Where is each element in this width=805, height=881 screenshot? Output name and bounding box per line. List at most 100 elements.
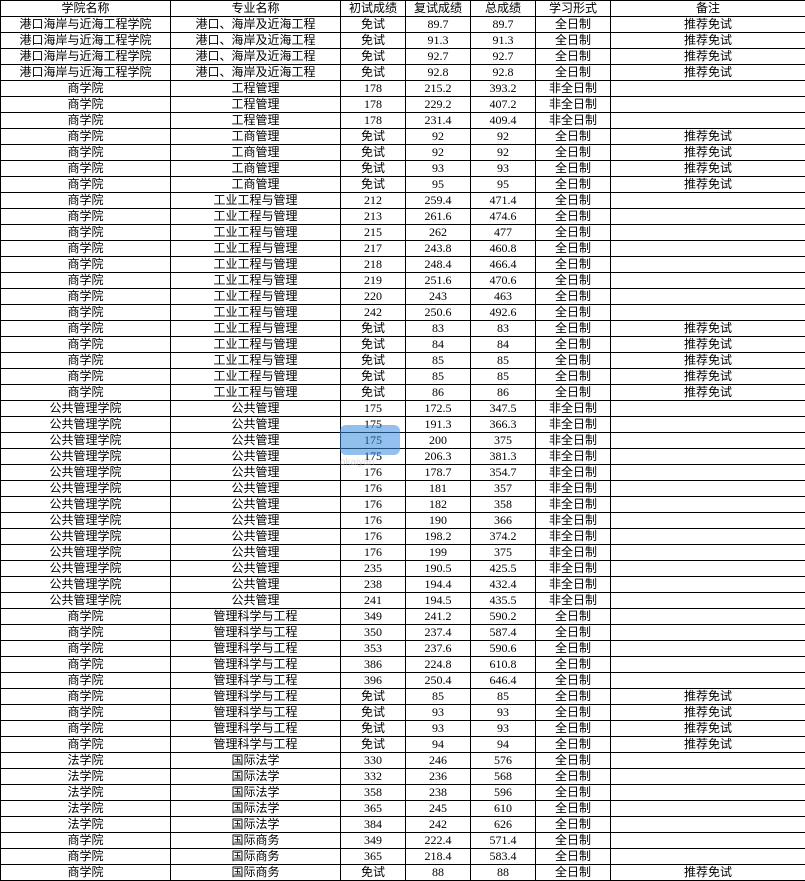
table-row: 港口海岸与近海工程学院港口、海岸及近海工程免试89.789.7全日制推荐免试	[1, 17, 805, 33]
table-cell: 全日制	[536, 753, 611, 769]
table-cell: 国际法学	[171, 785, 341, 801]
table-cell	[611, 305, 805, 321]
table-cell: 250.4	[406, 673, 471, 689]
table-cell: 全日制	[536, 609, 611, 625]
table-cell: 工业工程与管理	[171, 193, 341, 209]
table-cell: 172.5	[406, 401, 471, 417]
table-cell: 330	[341, 753, 406, 769]
table-cell: 公共管理	[171, 401, 341, 417]
table-cell: 91.3	[471, 33, 536, 49]
table-row: 商学院工业工程与管理免试8383全日制推荐免试	[1, 321, 805, 337]
table-cell: 法学院	[1, 817, 171, 833]
table-cell	[611, 817, 805, 833]
table-cell: 224.8	[406, 657, 471, 673]
table-cell: 商学院	[1, 193, 171, 209]
table-row: 公共管理学院公共管理175200375非全日制	[1, 433, 805, 449]
table-cell: 全日制	[536, 65, 611, 81]
table-row: 商学院工业工程与管理217243.8460.8全日制	[1, 241, 805, 257]
table-cell: 89.7	[471, 17, 536, 33]
table-header-row: 学院名称 专业名称 初试成绩 复试成绩 总成绩 学习形式 备注	[1, 1, 805, 17]
table-cell: 全日制	[536, 641, 611, 657]
table-cell: 国际法学	[171, 753, 341, 769]
table-cell	[611, 209, 805, 225]
table-cell: 推荐免试	[611, 65, 805, 81]
table-cell: 公共管理学院	[1, 497, 171, 513]
table-cell: 公共管理	[171, 465, 341, 481]
table-cell: 非全日制	[536, 449, 611, 465]
table-cell: 85	[406, 689, 471, 705]
table-cell	[611, 113, 805, 129]
table-cell: 国际商务	[171, 865, 341, 881]
table-cell: 86	[406, 385, 471, 401]
table-cell: 公共管理学院	[1, 417, 171, 433]
table-cell	[611, 81, 805, 97]
table-cell: 公共管理学院	[1, 593, 171, 609]
table-row: 商学院工业工程与管理免试8585全日制推荐免试	[1, 369, 805, 385]
table-row: 公共管理学院公共管理176198.2374.2非全日制	[1, 529, 805, 545]
table-cell	[611, 641, 805, 657]
table-cell: 商学院	[1, 689, 171, 705]
table-cell: 89.7	[406, 17, 471, 33]
table-cell: 610.8	[471, 657, 536, 673]
table-cell: 公共管理学院	[1, 529, 171, 545]
table-cell	[611, 833, 805, 849]
table-cell: 92	[406, 129, 471, 145]
table-row: 公共管理学院公共管理176190366非全日制	[1, 513, 805, 529]
table-cell: 工业工程与管理	[171, 353, 341, 369]
table-cell: 477	[471, 225, 536, 241]
table-cell: 非全日制	[536, 97, 611, 113]
table-cell: 92	[471, 145, 536, 161]
table-cell: 241	[341, 593, 406, 609]
table-cell: 357	[471, 481, 536, 497]
table-cell: 91.3	[406, 33, 471, 49]
table-cell: 全日制	[536, 625, 611, 641]
col-header-study-mode: 学习形式	[536, 1, 611, 17]
table-cell: 583.4	[471, 849, 536, 865]
table-cell: 219	[341, 273, 406, 289]
table-cell: 176	[341, 481, 406, 497]
table-cell: 全日制	[536, 145, 611, 161]
table-cell: 法学院	[1, 769, 171, 785]
table-cell: 全日制	[536, 705, 611, 721]
table-cell: 工业工程与管理	[171, 321, 341, 337]
table-cell: 商学院	[1, 145, 171, 161]
table-cell: 610	[471, 801, 536, 817]
table-cell: 免试	[341, 689, 406, 705]
table-cell	[611, 801, 805, 817]
table-row: 商学院工商管理免试9595全日制推荐免试	[1, 177, 805, 193]
table-cell	[611, 225, 805, 241]
col-header-prelim-score: 初试成绩	[341, 1, 406, 17]
table-cell: 84	[471, 337, 536, 353]
table-cell: 推荐免试	[611, 33, 805, 49]
table-row: 商学院管理科学与工程396250.4646.4全日制	[1, 673, 805, 689]
table-cell: 推荐免试	[611, 721, 805, 737]
table-cell: 免试	[341, 129, 406, 145]
table-cell: 全日制	[536, 209, 611, 225]
table-cell: 92.7	[406, 49, 471, 65]
table-cell: 管理科学与工程	[171, 625, 341, 641]
table-cell: 推荐免试	[611, 865, 805, 881]
table-cell: 365	[341, 849, 406, 865]
table-cell: 商学院	[1, 833, 171, 849]
table-cell: 非全日制	[536, 433, 611, 449]
table-cell: 178	[341, 97, 406, 113]
table-cell: 全日制	[536, 321, 611, 337]
table-row: 港口海岸与近海工程学院港口、海岸及近海工程免试92.792.7全日制推荐免试	[1, 49, 805, 65]
table-cell: 国际法学	[171, 801, 341, 817]
table-cell: 工业工程与管理	[171, 257, 341, 273]
table-cell: 工业工程与管理	[171, 241, 341, 257]
col-header-college: 学院名称	[1, 1, 171, 17]
table-cell: 176	[341, 513, 406, 529]
table-cell: 非全日制	[536, 513, 611, 529]
table-cell: 公共管理学院	[1, 561, 171, 577]
table-cell: 公共管理学院	[1, 577, 171, 593]
table-cell: 92	[406, 145, 471, 161]
table-row: 公共管理学院公共管理175172.5347.5非全日制	[1, 401, 805, 417]
table-cell: 商学院	[1, 241, 171, 257]
table-cell: 182	[406, 497, 471, 513]
table-cell: 免试	[341, 65, 406, 81]
table-cell: 215.2	[406, 81, 471, 97]
table-cell: 商学院	[1, 257, 171, 273]
table-cell: 工业工程与管理	[171, 385, 341, 401]
table-cell: 公共管理学院	[1, 481, 171, 497]
